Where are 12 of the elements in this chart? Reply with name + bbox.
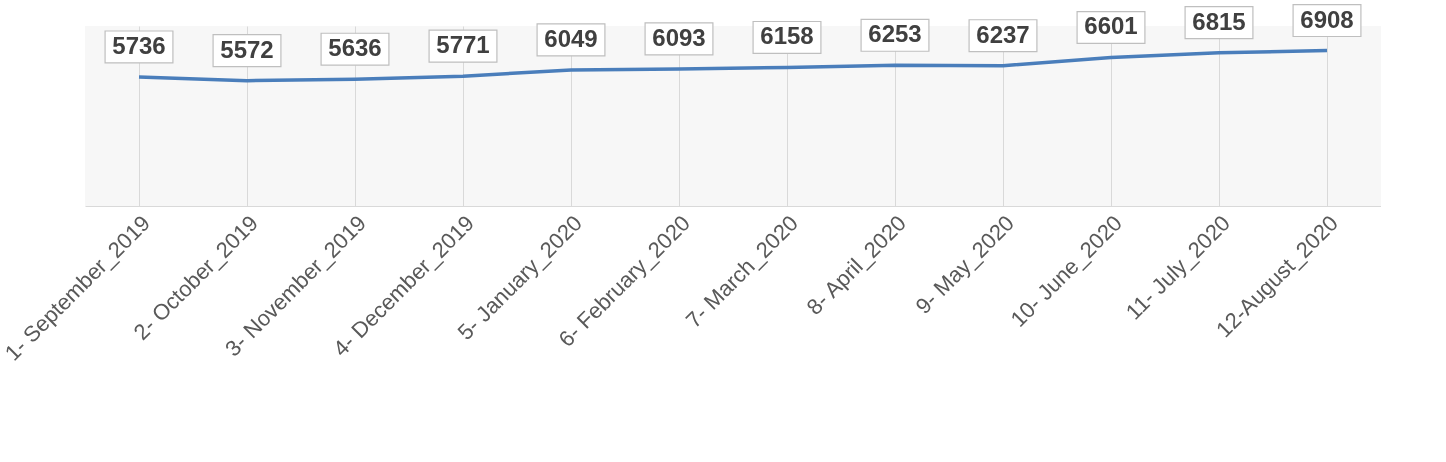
data-label: 6908 bbox=[1300, 5, 1354, 33]
data-label: 5736 bbox=[112, 31, 166, 59]
data-label: 5572 bbox=[220, 35, 274, 63]
data-label: 6815 bbox=[1192, 7, 1246, 35]
data-label: 6253 bbox=[868, 20, 922, 48]
data-label: 6158 bbox=[760, 22, 814, 50]
data-label: 6093 bbox=[652, 23, 706, 51]
data-label: 6601 bbox=[1084, 12, 1138, 40]
data-label: 5771 bbox=[436, 31, 490, 59]
data-label: 6049 bbox=[544, 24, 598, 52]
data-label: 6237 bbox=[976, 20, 1030, 48]
data-label: 5636 bbox=[328, 34, 382, 62]
